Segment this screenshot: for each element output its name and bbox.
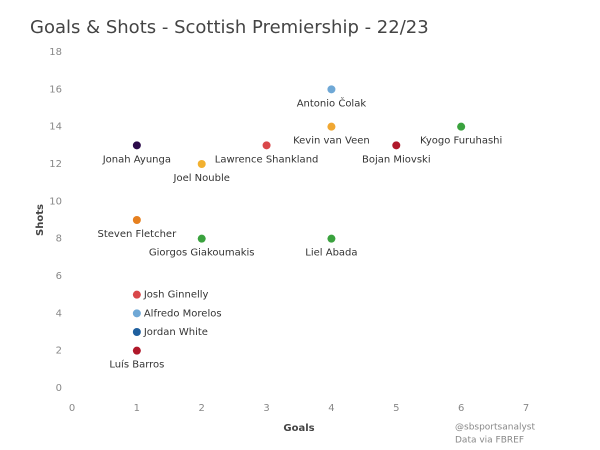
- point: [327, 234, 336, 243]
- x-tick-label: 3: [263, 403, 269, 414]
- x-tick-label: 1: [134, 403, 140, 414]
- point-label: Antonio Čolak: [297, 96, 367, 109]
- point: [262, 141, 271, 150]
- x-tick-label: 2: [199, 403, 205, 414]
- x-tick-label: 7: [523, 403, 529, 414]
- y-tick-label: 0: [56, 383, 62, 394]
- footnote: Data via FBREF: [455, 436, 524, 446]
- point: [132, 346, 141, 355]
- point-label: Bojan Miovski: [362, 154, 431, 165]
- point-label: Luís Barros: [109, 359, 164, 371]
- point-label: Liel Abada: [305, 248, 357, 259]
- point: [392, 141, 401, 150]
- y-tick-label: 16: [49, 84, 62, 95]
- point-label: Jonah Ayunga: [102, 154, 171, 165]
- point: [132, 141, 141, 150]
- point: [132, 216, 141, 224]
- point-label: Alfredo Morelos: [144, 308, 222, 319]
- y-tick-label: 10: [49, 196, 62, 207]
- y-tick-label: 18: [49, 47, 62, 58]
- point-label: Jordan White: [143, 327, 208, 338]
- point: [132, 290, 141, 299]
- y-tick-label: 2: [56, 346, 62, 357]
- point: [197, 234, 206, 243]
- point-label: Kevin van Veen: [293, 136, 370, 147]
- point: [327, 122, 336, 131]
- point: [197, 160, 206, 168]
- y-tick-label: 8: [56, 234, 62, 245]
- y-tick-label: 14: [49, 122, 62, 133]
- x-tick-label: 0: [69, 403, 75, 414]
- x-tick-label: 4: [328, 403, 334, 414]
- point-label: Kyogo Furuhashi: [420, 136, 502, 147]
- point-label: Steven Fletcher: [97, 229, 177, 240]
- point: [327, 85, 336, 94]
- y-tick-label: 12: [49, 159, 62, 170]
- x-tick-label: 5: [393, 403, 399, 414]
- point: [132, 328, 141, 336]
- x-axis-label: Goals: [283, 423, 314, 434]
- y-tick-label: 4: [56, 308, 62, 319]
- point-label: Joel Nouble: [173, 173, 230, 184]
- point-label: Giorgos Giakoumakis: [149, 248, 255, 259]
- point: [457, 122, 466, 131]
- point-label: Lawrence Shankland: [215, 154, 319, 165]
- y-axis-label: Shots: [35, 204, 46, 236]
- y-tick-label: 6: [56, 271, 62, 282]
- x-tick-label: 6: [458, 403, 464, 414]
- chart-title: Goals & Shots - Scottish Premiership - 2…: [30, 17, 429, 38]
- footnote: @sbsportsanalyst: [455, 423, 535, 433]
- point-label: Josh Ginnelly: [143, 290, 209, 301]
- point: [132, 309, 141, 318]
